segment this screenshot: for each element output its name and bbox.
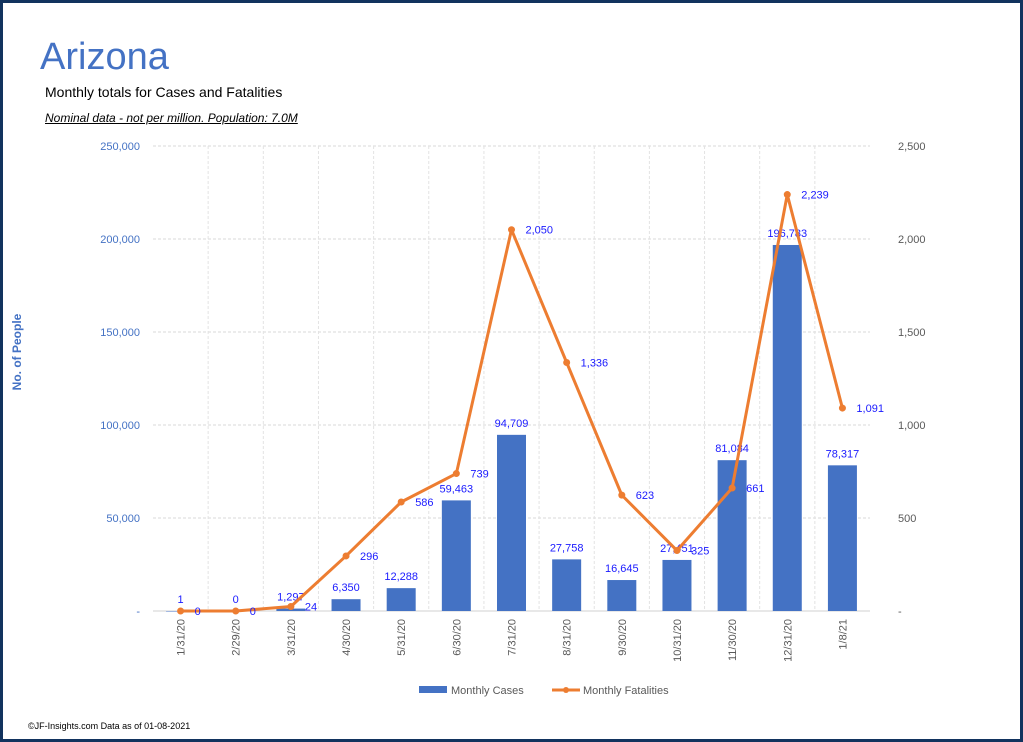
point-monthly-fatalities (618, 491, 626, 499)
data-label-fatalities: 661 (746, 483, 764, 495)
data-label-fatalities: 586 (415, 497, 433, 509)
data-label-cases: 1 (178, 594, 184, 606)
y-tick-label-left: 150,000 (100, 327, 140, 339)
point-monthly-fatalities (783, 191, 791, 199)
bar-monthly-cases (331, 599, 361, 611)
data-label-fatalities: 2,239 (801, 190, 829, 202)
bar-monthly-cases (827, 465, 857, 611)
legend-marker-fatalities (563, 687, 569, 693)
x-tick-label: 1/8/21 (837, 619, 849, 650)
x-tick-label: 2/29/20 (231, 619, 243, 656)
data-label-cases: 196,783 (767, 228, 807, 240)
chart-note: Nominal data - not per million. Populati… (45, 111, 298, 125)
data-label-fatalities: 739 (470, 469, 488, 481)
x-tick-label: 11/30/20 (727, 619, 739, 661)
point-monthly-fatalities (287, 603, 295, 611)
data-label-cases: 6,350 (332, 582, 360, 594)
point-monthly-fatalities (508, 226, 515, 234)
y-tick-label-right: 2,500 (898, 141, 926, 153)
bar-monthly-cases (772, 244, 802, 611)
data-label-fatalities: 296 (360, 551, 378, 563)
point-monthly-fatalities (728, 484, 736, 492)
y-axis-title: No. of People (10, 313, 24, 390)
legend-label-cases: Monthly Cases (451, 685, 524, 697)
data-label-fatalities: 2,050 (526, 225, 554, 237)
data-label-cases: 81,084 (715, 443, 749, 455)
page-title: Arizona (40, 36, 169, 78)
point-monthly-fatalities (838, 404, 846, 412)
y-tick-label-left: 50,000 (106, 513, 140, 525)
data-label-fatalities: 325 (691, 546, 709, 558)
x-tick-label: 1/31/20 (176, 619, 188, 656)
x-tick-label: 8/31/20 (562, 619, 574, 656)
x-tick-label: 5/31/20 (396, 619, 408, 656)
data-label-cases: 78,317 (826, 448, 860, 460)
x-tick-label: 9/30/20 (617, 619, 629, 656)
point-monthly-fatalities (177, 607, 185, 615)
x-tick-label: 10/31/20 (672, 619, 684, 662)
data-label-cases: 59,463 (440, 483, 474, 495)
point-monthly-fatalities (397, 498, 405, 506)
y-tick-label-right: 1,000 (898, 420, 926, 432)
bar-monthly-cases (607, 580, 637, 611)
bar-monthly-cases (441, 500, 471, 611)
data-label-fatalities: 0 (250, 606, 256, 618)
y-tick-label-left: - (136, 606, 140, 618)
bar-monthly-cases (386, 588, 416, 611)
y-tick-label-right: 2,000 (898, 234, 926, 246)
data-label-cases: 16,645 (605, 563, 639, 575)
y-tick-label-right: 500 (898, 513, 916, 525)
legend-label-fatalities: Monthly Fatalities (583, 685, 669, 697)
point-monthly-fatalities (342, 552, 350, 560)
x-tick-label: 7/31/20 (507, 619, 519, 656)
data-label-fatalities: 1,336 (581, 358, 609, 370)
x-tick-label: 12/31/20 (782, 619, 794, 662)
point-monthly-fatalities (452, 470, 460, 478)
data-label-cases: 94,709 (495, 418, 529, 430)
data-label-cases: 27,758 (550, 542, 584, 554)
x-tick-label: 6/30/20 (451, 619, 463, 656)
chart-subtitle: Monthly totals for Cases and Fatalities (45, 84, 283, 100)
data-label-fatalities: 0 (195, 606, 201, 618)
y-tick-label-left: 100,000 (100, 420, 140, 432)
y-tick-label-right: 1,500 (898, 327, 926, 339)
data-label-fatalities: 623 (636, 490, 654, 502)
point-monthly-fatalities (563, 359, 571, 367)
y-tick-label-left: 200,000 (100, 234, 140, 246)
data-label-cases: 12,288 (384, 571, 418, 583)
data-label-fatalities: 1,091 (856, 403, 884, 415)
x-tick-label: 3/31/20 (286, 619, 298, 656)
footer-credit: ©JF-Insights.com Data as of 01-08-2021 (28, 721, 191, 731)
y-tick-label-right: - (898, 606, 902, 618)
y-tick-label-left: 250,000 (100, 141, 140, 153)
data-label-fatalities: 24 (305, 602, 317, 614)
legend-swatch-cases (419, 686, 447, 693)
bar-monthly-cases (497, 434, 526, 611)
point-monthly-fatalities (673, 547, 681, 555)
data-label-cases: 0 (233, 594, 239, 606)
point-monthly-fatalities (232, 607, 240, 615)
x-tick-label: 4/30/20 (341, 619, 353, 656)
bar-monthly-cases (662, 559, 692, 611)
bar-monthly-cases (552, 559, 582, 611)
